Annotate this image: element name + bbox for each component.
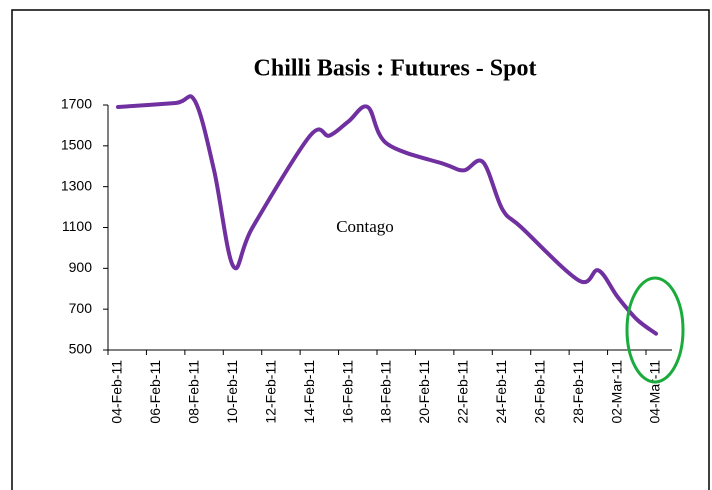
x-tick-label: 12-Feb-11 [262,360,278,424]
y-tick-label: 500 [69,341,93,357]
x-tick-label: 10-Feb-11 [224,360,240,424]
x-tick-label: 04-Mar-11 [647,360,663,424]
x-tick-label: 02-Mar-11 [608,360,624,424]
x-tick-label: 28-Feb-11 [570,360,586,424]
x-tick-label: 18-Feb-11 [378,360,394,424]
x-tick-label: 08-Feb-11 [186,360,202,424]
y-tick-label: 1300 [61,177,92,193]
x-tick-label: 20-Feb-11 [416,360,432,424]
y-tick-label: 900 [69,259,93,275]
x-tick-label: 14-Feb-11 [301,360,317,424]
y-tick-label: 1700 [61,96,92,112]
x-tick-label: 04-Feb-11 [109,360,125,424]
chart-border [11,9,710,490]
highlight-ellipse [625,276,685,384]
chart-title: Chilli Basis : Futures - Spot [254,56,537,82]
x-tick-label: 06-Feb-11 [147,360,163,424]
x-tick-label: 22-Feb-11 [455,360,471,424]
x-tick-label: 24-Feb-11 [493,360,509,424]
annotation: Contago [336,217,394,236]
y-tick-label: 1500 [61,137,92,153]
y-tick-label: 1100 [62,218,92,234]
series-line [116,94,658,336]
x-tick-label: 16-Feb-11 [339,360,355,424]
x-tick-label: 26-Feb-11 [531,360,547,424]
y-tick-label: 700 [69,300,93,316]
